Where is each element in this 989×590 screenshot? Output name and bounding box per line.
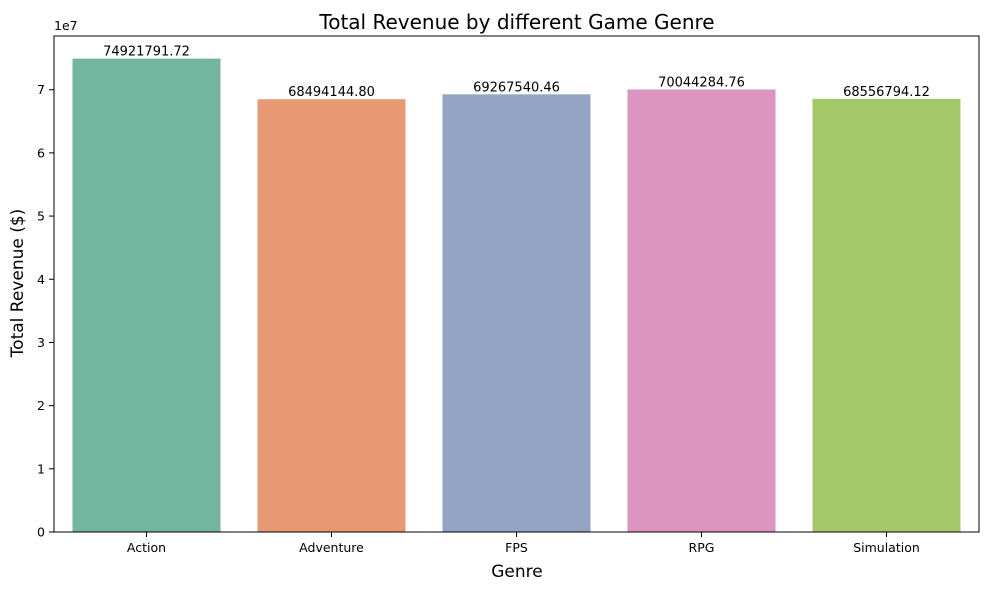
x-axis-label: Genre [491, 562, 542, 582]
data-label-action: 74921791.72 [103, 45, 190, 60]
y-tick-label: 6 [37, 145, 45, 160]
plot-area-frame [53, 35, 980, 533]
data-label-simulation: 68556794.12 [843, 85, 930, 100]
bars-group [72, 58, 961, 533]
data-label-fps: 69267540.46 [473, 80, 560, 95]
bar-rpg [627, 89, 776, 533]
bar-simulation [812, 98, 961, 532]
chart-title: Total Revenue by different Game Genre [318, 10, 714, 34]
x-axis-ticks: Action Adventure FPS RPG Simulation [127, 532, 920, 555]
data-label-rpg: 70044284.76 [658, 75, 745, 90]
x-tick-label-simulation: Simulation [853, 540, 920, 555]
y-tick-label: 1 [37, 461, 45, 476]
y-tick-label: 5 [37, 209, 45, 224]
y-tick-label: 3 [37, 335, 45, 350]
bar-action [72, 58, 221, 533]
y-tick-label: 2 [37, 398, 45, 413]
y-axis-label: Total Revenue ($) [8, 209, 28, 359]
y-tick-label: 7 [37, 82, 45, 97]
x-tick-label-adventure: Adventure [299, 540, 364, 555]
x-tick-label-action: Action [127, 540, 166, 555]
x-tick-label-rpg: RPG [689, 540, 715, 555]
y-tick-label: 0 [37, 525, 45, 540]
y-axis-ticks: 0 1 2 3 4 5 6 7 [37, 82, 54, 540]
bar-fps [442, 94, 591, 533]
data-labels-group: 74921791.72 68494144.80 69267540.46 7004428… [103, 45, 930, 101]
data-label-adventure: 68494144.80 [288, 85, 375, 100]
x-tick-label-fps: FPS [505, 540, 528, 555]
bar-adventure [257, 99, 406, 532]
y-axis-scale-label: 1e7 [54, 18, 78, 33]
y-tick-label: 4 [37, 272, 45, 287]
